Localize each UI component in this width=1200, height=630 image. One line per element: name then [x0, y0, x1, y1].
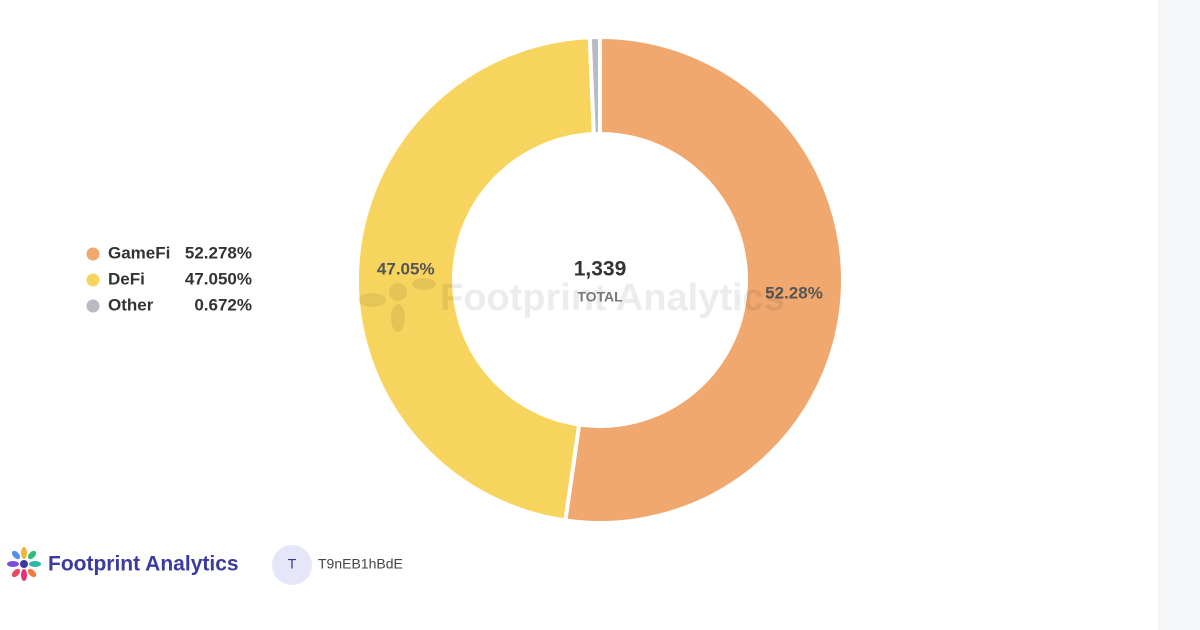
slice-label: 52.28% [765, 283, 823, 302]
brand-name: Footprint Analytics [48, 553, 239, 576]
legend-label: DeFi [108, 269, 145, 288]
legend-label: GameFi [108, 243, 170, 262]
slice [563, 34, 845, 525]
slice [587, 34, 602, 137]
side-strip [1158, 0, 1200, 630]
avatar [272, 545, 312, 585]
slice-label: 47.05% [377, 260, 435, 279]
legend-label: Other [108, 295, 154, 314]
user-name: T9nEB1hBdE [318, 556, 403, 572]
watermark-text: Footprint Analytics [440, 277, 785, 319]
watermark: Footprint Analytics [358, 277, 785, 332]
avatar-initial: T [288, 556, 297, 572]
slice [355, 35, 596, 523]
center-label: TOTAL [577, 289, 623, 305]
legend-value: 0.672% [194, 295, 252, 314]
legend-value: 52.278% [185, 243, 252, 262]
legend-value: 47.050% [185, 269, 252, 288]
legend-swatch [86, 247, 100, 261]
brand-logo [7, 547, 41, 581]
legend-swatch [86, 273, 100, 287]
chart: 52.28% 47.05% GameFi 52.278% DeFi 47.050% Othe… [86, 34, 845, 525]
center-value: 1,339 [574, 258, 627, 281]
legend-swatch [86, 299, 100, 313]
